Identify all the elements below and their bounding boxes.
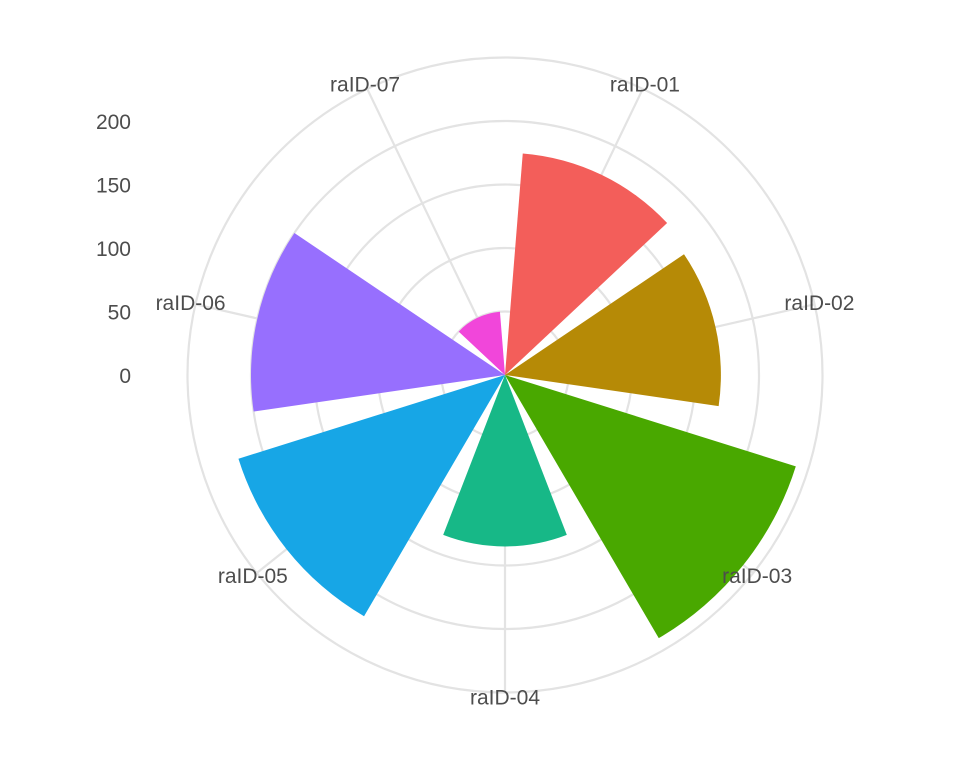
radial-tick-100: 100 <box>96 238 131 261</box>
category-label-raID-01: raID-01 <box>610 73 680 96</box>
bar-raID-06 <box>250 233 505 412</box>
radial-tick-150: 150 <box>96 175 131 198</box>
radial-tick-50: 50 <box>108 302 131 325</box>
category-label-raID-07: raID-07 <box>330 73 400 96</box>
category-label-raID-05: raID-05 <box>218 565 288 588</box>
radial-tick-labels: 0 50 100 150 200 <box>96 111 131 388</box>
category-labels: raID-01 raID-02 raID-03 raID-04 raID-05 raID-… <box>156 73 855 709</box>
category-label-raID-04: raID-04 <box>470 687 540 710</box>
category-label-raID-03: raID-03 <box>722 565 792 588</box>
bar-layer <box>238 153 796 639</box>
bar-raID-01 <box>505 153 668 375</box>
bar-raID-05 <box>238 375 505 617</box>
radial-tick-200: 200 <box>96 111 131 134</box>
category-label-raID-06: raID-06 <box>156 292 226 315</box>
bar-raID-04 <box>443 375 567 547</box>
bar-raID-02 <box>505 254 721 407</box>
bar-raID-03 <box>505 375 796 639</box>
category-label-raID-02: raID-02 <box>784 292 854 315</box>
radial-tick-0: 0 <box>119 365 131 388</box>
bar-raID-07 <box>458 311 505 375</box>
